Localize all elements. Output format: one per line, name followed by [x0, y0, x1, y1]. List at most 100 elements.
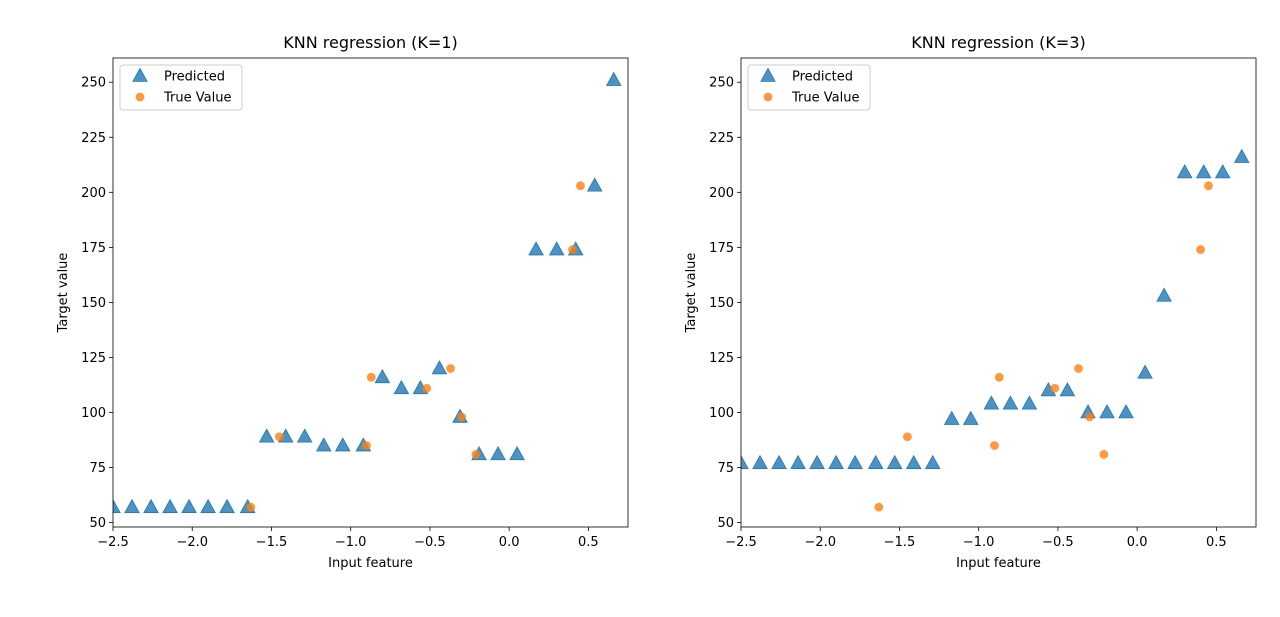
- predicted-point: [219, 498, 235, 513]
- true-value-point: [994, 372, 1004, 382]
- x-tick-label: −1.5: [256, 535, 288, 550]
- x-tick-label: −2.5: [725, 535, 757, 550]
- predicted-point: [1176, 164, 1193, 179]
- y-tick-label: 225: [709, 131, 734, 146]
- predicted-point: [528, 241, 544, 256]
- true-value-point: [990, 441, 999, 450]
- predicted-point: [258, 428, 275, 443]
- predicted-point: [1002, 395, 1019, 410]
- predicted-point: [605, 71, 622, 86]
- predicted-point: [113, 498, 121, 513]
- predicted-point: [315, 437, 332, 452]
- predicted-point: [809, 454, 825, 469]
- predicted-point: [847, 454, 863, 469]
- predicted-point: [924, 454, 941, 469]
- true-value-point: [1050, 383, 1060, 393]
- legend: Predicted True Value: [747, 64, 871, 111]
- series-predicted: [741, 148, 1250, 469]
- x-tick-label: −1.0: [963, 535, 995, 550]
- predicted-point: [983, 395, 1000, 410]
- y-tick-label: 75: [717, 461, 734, 476]
- y-tick-label: 50: [717, 516, 734, 531]
- true-value-point: [576, 181, 585, 191]
- predicted-point: [334, 437, 351, 452]
- legend-box: [119, 64, 243, 111]
- predicted-point: [143, 498, 159, 513]
- predicted-point: [490, 446, 506, 461]
- true-value-point: [362, 441, 371, 450]
- legend-true-value-marker: [135, 92, 145, 102]
- y-tick-label: 75: [89, 461, 106, 476]
- legend-predicted-marker: [132, 67, 148, 82]
- predicted-point: [905, 454, 922, 469]
- predicted-point: [200, 498, 216, 513]
- predicted-point: [1156, 287, 1172, 302]
- x-tick-label: 0.0: [1127, 535, 1148, 550]
- x-tick-label: −0.5: [1042, 535, 1074, 550]
- y-tick-label: 100: [709, 406, 734, 421]
- x-tick-label: −0.5: [414, 535, 446, 550]
- predicted-point: [752, 454, 768, 469]
- x-tick-label: −2.0: [804, 535, 836, 550]
- legend-true-value-marker: [763, 92, 773, 102]
- y-axis-label: Target value: [56, 253, 71, 334]
- legend-predicted-label: Predicted: [792, 70, 853, 85]
- predicted-point: [431, 360, 448, 375]
- series-true-value: [246, 181, 585, 512]
- predicted-point: [393, 379, 410, 395]
- predicted-point: [509, 446, 525, 461]
- y-tick-label: 125: [709, 351, 734, 366]
- predicted-point: [181, 498, 197, 513]
- y-tick-label: 50: [89, 516, 106, 531]
- predicted-point: [1099, 404, 1115, 419]
- chart-title: KNN regression (K=3): [911, 33, 1086, 52]
- series-true-value: [874, 181, 1213, 512]
- predicted-point: [296, 428, 313, 443]
- x-tick-label: 0.0: [499, 535, 520, 550]
- true-value-point: [457, 412, 467, 422]
- chart-panel-1: KNN regression (K=1) −2.5 −2.0 −1.5 −1.0 −0.5…: [56, 33, 629, 571]
- x-axis-label: Input feature: [328, 556, 413, 571]
- predicted-point: [867, 454, 884, 469]
- predicted-point: [1059, 382, 1076, 397]
- true-value-point: [422, 383, 432, 393]
- predicted-point: [162, 498, 178, 513]
- predicted-point: [771, 454, 787, 469]
- y-tick-label: 125: [81, 351, 106, 366]
- chart-panel-2: KNN regression (K=3) −2.5 −2.0 −1.5 −1.0 −0.5…: [684, 33, 1257, 571]
- y-tick-label: 200: [709, 186, 734, 201]
- plot-area: [741, 148, 1250, 512]
- true-value-point: [1074, 364, 1083, 373]
- true-value-point: [1196, 245, 1205, 254]
- predicted-point: [1137, 364, 1153, 379]
- true-value-point: [366, 372, 376, 382]
- y-tick-label: 150: [81, 296, 106, 311]
- true-value-point: [874, 502, 884, 512]
- y-tick-label: 150: [709, 296, 734, 311]
- y-tick-label: 250: [709, 76, 734, 91]
- true-value-point: [1085, 412, 1095, 422]
- true-value-point: [568, 245, 577, 254]
- predicted-point: [962, 410, 979, 425]
- plot-area: [113, 71, 622, 513]
- true-value-point: [246, 502, 256, 512]
- plot-frame: [112, 57, 629, 528]
- x-axis-label: Input feature: [956, 556, 1041, 571]
- true-value-point: [1099, 449, 1109, 459]
- true-value-point: [274, 432, 284, 442]
- y-tick-label: 225: [81, 131, 106, 146]
- y-tick-label: 175: [81, 241, 106, 256]
- predicted-point: [886, 454, 903, 469]
- predicted-point: [828, 454, 844, 469]
- predicted-point: [1021, 395, 1038, 410]
- x-tick-label: −2.0: [176, 535, 208, 550]
- legend-true-value-label: True Value: [163, 91, 231, 106]
- y-tick-label: 200: [81, 186, 106, 201]
- legend: Predicted True Value: [119, 64, 243, 111]
- predicted-point: [548, 241, 565, 256]
- legend-box: [747, 64, 871, 111]
- plot-frame: [740, 57, 1257, 528]
- y-axis-label: Target value: [684, 253, 699, 334]
- x-tick-label: −2.5: [97, 535, 129, 550]
